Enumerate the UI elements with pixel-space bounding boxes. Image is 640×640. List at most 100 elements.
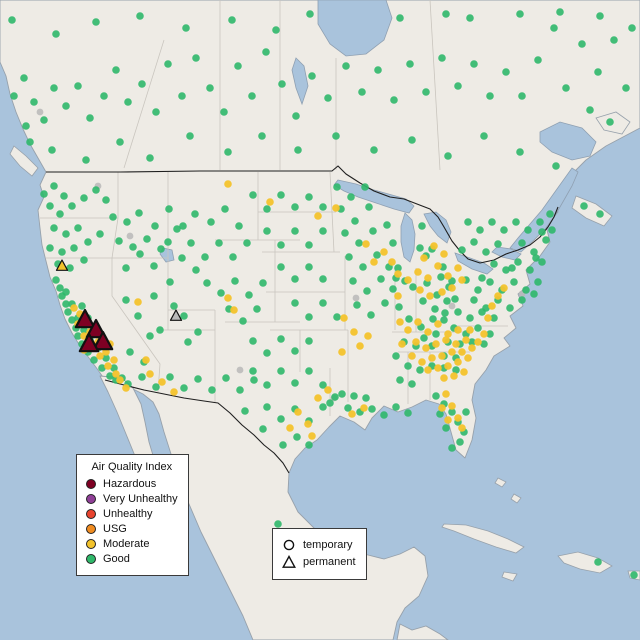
station-dot-good[interactable] bbox=[448, 444, 456, 452]
station-dot-good[interactable] bbox=[194, 328, 202, 336]
station-dot-good[interactable] bbox=[342, 62, 350, 70]
station-dot-moderate[interactable] bbox=[454, 326, 462, 334]
station-dot-good[interactable] bbox=[46, 244, 54, 252]
station-dot-moderate[interactable] bbox=[438, 352, 446, 360]
station-dot-good[interactable] bbox=[106, 372, 114, 380]
station-dot-good[interactable] bbox=[534, 56, 542, 64]
station-dot-moderate[interactable] bbox=[362, 240, 370, 248]
station-dot-good[interactable] bbox=[502, 266, 510, 274]
station-dot-moderate[interactable] bbox=[452, 340, 460, 348]
station-dot-good[interactable] bbox=[249, 191, 257, 199]
station-dot-moderate[interactable] bbox=[444, 416, 452, 424]
station-dot-good[interactable] bbox=[370, 146, 378, 154]
station-dot-good[interactable] bbox=[243, 239, 251, 247]
station-dot-good[interactable] bbox=[30, 98, 38, 106]
station-dot-moderate[interactable] bbox=[388, 258, 396, 266]
station-dot-moderate[interactable] bbox=[450, 372, 458, 380]
station-dot-moderate[interactable] bbox=[340, 314, 348, 322]
station-dot-moderate[interactable] bbox=[396, 318, 404, 326]
station-dot-good[interactable] bbox=[136, 12, 144, 20]
station-dot-good[interactable] bbox=[355, 239, 363, 247]
station-triangle-hazardous[interactable] bbox=[78, 332, 100, 353]
station-dot-moderate[interactable] bbox=[444, 362, 452, 370]
station-dot-good[interactable] bbox=[129, 243, 137, 251]
station-dot-moderate[interactable] bbox=[332, 204, 340, 212]
station-dot-good[interactable] bbox=[224, 148, 232, 156]
station-dot-good[interactable] bbox=[374, 66, 382, 74]
station-dot-good[interactable] bbox=[480, 132, 488, 140]
station-dot-good[interactable] bbox=[253, 305, 261, 313]
station-dot-good[interactable] bbox=[178, 92, 186, 100]
station-dot-good[interactable] bbox=[333, 183, 341, 191]
station-dot-good[interactable] bbox=[292, 112, 300, 120]
station-dot-good[interactable] bbox=[441, 309, 449, 317]
station-dot-good[interactable] bbox=[92, 186, 100, 194]
station-dot-good[interactable] bbox=[351, 217, 359, 225]
station-dot-moderate[interactable] bbox=[394, 270, 402, 278]
station-dot-good[interactable] bbox=[409, 283, 417, 291]
station-dot-good[interactable] bbox=[416, 366, 424, 374]
station-dot-moderate[interactable] bbox=[448, 348, 456, 356]
station-dot-good[interactable] bbox=[180, 312, 188, 320]
station-dot-good[interactable] bbox=[235, 222, 243, 230]
station-dot-good[interactable] bbox=[319, 227, 327, 235]
station-dot-moderate[interactable] bbox=[286, 424, 294, 432]
station-dot-good[interactable] bbox=[305, 441, 313, 449]
station-dot-good[interactable] bbox=[192, 54, 200, 62]
station-dot-unknown[interactable] bbox=[126, 232, 134, 240]
station-dot-good[interactable] bbox=[74, 332, 82, 340]
station-dot-good[interactable] bbox=[239, 317, 247, 325]
station-dot-good[interactable] bbox=[390, 96, 398, 104]
station-dot-good[interactable] bbox=[510, 278, 518, 286]
station-dot-good[interactable] bbox=[319, 381, 327, 389]
station-dot-good[interactable] bbox=[470, 296, 478, 304]
station-dot-good[interactable] bbox=[291, 347, 299, 355]
station-dot-good[interactable] bbox=[20, 74, 28, 82]
station-dot-moderate[interactable] bbox=[408, 352, 416, 360]
station-dot-good[interactable] bbox=[50, 84, 58, 92]
station-dot-good[interactable] bbox=[102, 196, 110, 204]
station-dot-good[interactable] bbox=[203, 279, 211, 287]
station-dot-good[interactable] bbox=[526, 266, 534, 274]
station-dot-good[interactable] bbox=[56, 210, 64, 218]
station-dot-moderate[interactable] bbox=[426, 292, 434, 300]
station-dot-good[interactable] bbox=[151, 222, 159, 230]
station-dot-good[interactable] bbox=[456, 438, 464, 446]
station-dot-good[interactable] bbox=[305, 313, 313, 321]
station-dot-good[interactable] bbox=[508, 264, 516, 272]
station-dot-good[interactable] bbox=[381, 299, 389, 307]
station-dot-good[interactable] bbox=[50, 224, 58, 232]
station-dot-good[interactable] bbox=[580, 202, 588, 210]
station-dot-moderate[interactable] bbox=[440, 250, 448, 258]
station-dot-good[interactable] bbox=[179, 222, 187, 230]
station-dot-good[interactable] bbox=[122, 264, 130, 272]
station-dot-good[interactable] bbox=[245, 291, 253, 299]
station-dot-good[interactable] bbox=[596, 210, 604, 218]
station-dot-moderate[interactable] bbox=[394, 292, 402, 300]
station-dot-good[interactable] bbox=[530, 248, 538, 256]
station-dot-good[interactable] bbox=[478, 274, 486, 282]
station-dot-good[interactable] bbox=[222, 374, 230, 382]
station-dot-good[interactable] bbox=[249, 367, 257, 375]
station-dot-moderate[interactable] bbox=[404, 276, 412, 284]
station-dot-good[interactable] bbox=[164, 60, 172, 68]
station-dot-moderate[interactable] bbox=[444, 330, 452, 338]
station-dot-good[interactable] bbox=[156, 326, 164, 334]
station-dot-good[interactable] bbox=[532, 254, 540, 262]
station-dot-good[interactable] bbox=[166, 373, 174, 381]
station-dot-good[interactable] bbox=[556, 8, 564, 16]
station-dot-good[interactable] bbox=[474, 324, 482, 332]
station-dot-good[interactable] bbox=[518, 92, 526, 100]
station-dot-good[interactable] bbox=[332, 132, 340, 140]
station-dot-good[interactable] bbox=[8, 16, 16, 24]
station-dot-good[interactable] bbox=[165, 205, 173, 213]
station-dot-good[interactable] bbox=[464, 218, 472, 226]
station-dot-good[interactable] bbox=[512, 218, 520, 226]
station-dot-good[interactable] bbox=[422, 88, 430, 96]
station-dot-moderate[interactable] bbox=[360, 404, 368, 412]
station-dot-good[interactable] bbox=[478, 308, 486, 316]
station-dot-good[interactable] bbox=[248, 92, 256, 100]
station-dot-good[interactable] bbox=[389, 239, 397, 247]
station-dot-good[interactable] bbox=[392, 352, 400, 360]
station-dot-moderate[interactable] bbox=[434, 320, 442, 328]
